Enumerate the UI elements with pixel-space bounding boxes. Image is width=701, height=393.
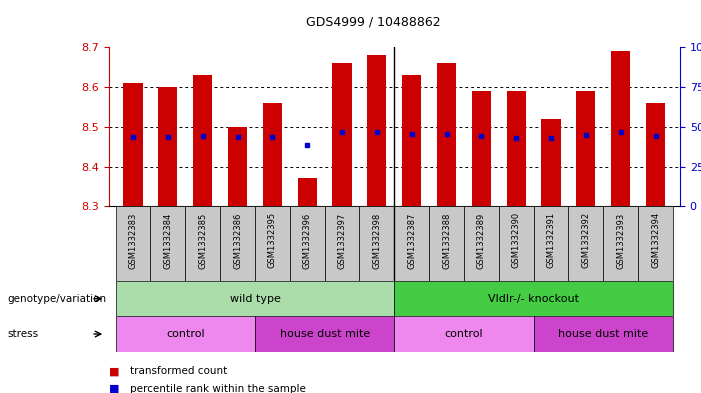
Text: GSM1332384: GSM1332384 xyxy=(163,212,172,268)
FancyBboxPatch shape xyxy=(325,206,360,281)
Bar xyxy=(367,55,386,206)
Text: GSM1332394: GSM1332394 xyxy=(651,212,660,268)
FancyBboxPatch shape xyxy=(116,206,151,281)
Bar xyxy=(507,91,526,206)
Text: control: control xyxy=(166,329,205,339)
Bar xyxy=(395,281,673,316)
Text: GSM1332397: GSM1332397 xyxy=(338,212,346,268)
Text: control: control xyxy=(444,329,483,339)
FancyBboxPatch shape xyxy=(569,206,604,281)
Bar xyxy=(533,316,673,352)
Text: GSM1332396: GSM1332396 xyxy=(303,212,312,268)
FancyBboxPatch shape xyxy=(395,206,429,281)
Text: GSM1332392: GSM1332392 xyxy=(581,212,590,268)
Text: GSM1332387: GSM1332387 xyxy=(407,212,416,269)
FancyBboxPatch shape xyxy=(185,206,220,281)
Bar xyxy=(395,316,533,352)
Text: GSM1332391: GSM1332391 xyxy=(547,212,556,268)
FancyBboxPatch shape xyxy=(499,206,533,281)
Bar xyxy=(116,316,255,352)
FancyBboxPatch shape xyxy=(429,206,464,281)
Text: GSM1332383: GSM1332383 xyxy=(128,212,137,269)
FancyBboxPatch shape xyxy=(290,206,325,281)
Text: GSM1332390: GSM1332390 xyxy=(512,212,521,268)
Bar xyxy=(228,127,247,206)
Bar xyxy=(437,63,456,206)
Bar xyxy=(646,103,665,206)
Text: transformed count: transformed count xyxy=(130,366,227,376)
FancyBboxPatch shape xyxy=(220,206,255,281)
FancyBboxPatch shape xyxy=(533,206,569,281)
Bar xyxy=(116,281,395,316)
Bar xyxy=(255,316,395,352)
Text: wild type: wild type xyxy=(229,294,280,304)
Text: GSM1332386: GSM1332386 xyxy=(233,212,242,269)
Text: GSM1332388: GSM1332388 xyxy=(442,212,451,269)
FancyBboxPatch shape xyxy=(360,206,395,281)
Text: GSM1332393: GSM1332393 xyxy=(616,212,625,268)
Text: GSM1332385: GSM1332385 xyxy=(198,212,207,268)
Bar xyxy=(158,87,177,206)
Text: Vldlr-/- knockout: Vldlr-/- knockout xyxy=(488,294,579,304)
Text: percentile rank within the sample: percentile rank within the sample xyxy=(130,384,306,393)
Bar xyxy=(576,91,595,206)
Text: GSM1332395: GSM1332395 xyxy=(268,212,277,268)
FancyBboxPatch shape xyxy=(151,206,185,281)
Text: house dust mite: house dust mite xyxy=(558,329,648,339)
Bar xyxy=(332,63,352,206)
Text: stress: stress xyxy=(7,329,38,339)
Bar xyxy=(263,103,282,206)
Bar xyxy=(123,83,142,206)
FancyBboxPatch shape xyxy=(604,206,638,281)
Bar xyxy=(611,51,630,206)
FancyBboxPatch shape xyxy=(638,206,673,281)
Bar xyxy=(298,178,317,206)
Text: GSM1332389: GSM1332389 xyxy=(477,212,486,268)
Text: house dust mite: house dust mite xyxy=(280,329,369,339)
Text: GDS4999 / 10488862: GDS4999 / 10488862 xyxy=(306,16,441,29)
Text: GSM1332398: GSM1332398 xyxy=(372,212,381,268)
Bar xyxy=(402,75,421,206)
FancyBboxPatch shape xyxy=(464,206,499,281)
Text: genotype/variation: genotype/variation xyxy=(7,294,106,304)
Text: ■: ■ xyxy=(109,366,119,376)
Bar xyxy=(541,119,561,206)
FancyBboxPatch shape xyxy=(255,206,290,281)
Bar xyxy=(472,91,491,206)
Bar xyxy=(193,75,212,206)
Text: ■: ■ xyxy=(109,384,119,393)
